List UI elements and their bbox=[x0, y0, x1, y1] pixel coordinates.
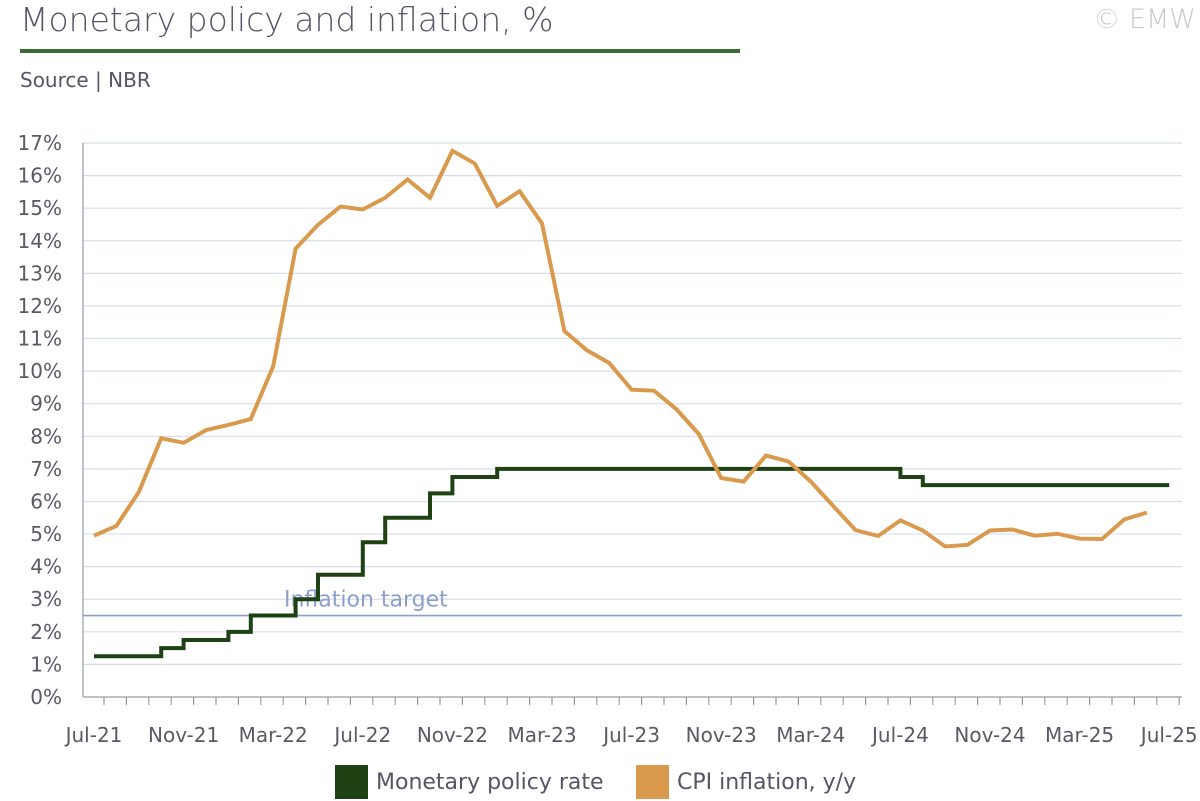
x-tick-label: Jul-22 bbox=[332, 723, 391, 747]
y-tick-label: 12% bbox=[18, 294, 62, 318]
y-tick-label: 7% bbox=[30, 457, 62, 481]
legend: Monetary policy rate CPI inflation, y/y bbox=[0, 765, 1200, 801]
axis-layer: 0% 1% 2% 3% 4% 5% 6% 7% 8% 9% 10% 11% 12% 13% 14% 15% 16… bbox=[18, 131, 1198, 747]
y-tick-label: 1% bbox=[30, 652, 62, 676]
x-tick-label: Mar-23 bbox=[507, 723, 576, 747]
y-tick-label: 16% bbox=[18, 164, 62, 188]
y-tick-label: 9% bbox=[30, 392, 62, 416]
x-tick-label: Jul-23 bbox=[601, 723, 660, 747]
x-tick-label: Mar-22 bbox=[239, 723, 308, 747]
legend-swatch-policy-rate bbox=[335, 765, 368, 799]
legend-label-cpi: CPI inflation, y/y bbox=[677, 769, 857, 795]
y-tick-label: 14% bbox=[18, 229, 62, 253]
y-tick-label: 13% bbox=[18, 261, 62, 285]
x-tick-label: Jul-24 bbox=[870, 723, 929, 747]
y-tick-label: 15% bbox=[18, 196, 62, 220]
legend-label-policy-rate: Monetary policy rate bbox=[376, 769, 604, 795]
x-tick-label: Nov-22 bbox=[417, 723, 488, 747]
series-layer bbox=[93, 148, 1170, 659]
x-tick-label: Nov-21 bbox=[148, 723, 219, 747]
title-underline bbox=[20, 49, 740, 53]
y-tick-label: 6% bbox=[30, 489, 62, 513]
legend-item-cpi: CPI inflation, y/y bbox=[636, 765, 856, 799]
y-tick-label: 10% bbox=[18, 359, 62, 383]
y-tick-label: 17% bbox=[18, 131, 62, 155]
grid-layer bbox=[83, 142, 1182, 666]
copyright-label: © EMW bbox=[1093, 4, 1196, 35]
inflation-target-layer: Inflation target bbox=[83, 588, 1182, 617]
y-tick-label: 5% bbox=[30, 522, 62, 546]
x-tick-label: Nov-24 bbox=[954, 723, 1025, 747]
x-tick-label: Jul-21 bbox=[64, 723, 123, 747]
y-tick-label: 0% bbox=[30, 685, 62, 709]
x-tick-label: Mar-25 bbox=[1045, 723, 1114, 747]
cpi-line bbox=[93, 148, 1148, 549]
x-tick-label: Jul-25 bbox=[1139, 723, 1198, 747]
y-tick-label: 8% bbox=[30, 424, 62, 448]
policy-rate-line bbox=[94, 466, 1170, 659]
legend-swatch-cpi bbox=[636, 765, 669, 799]
y-tick-label: 11% bbox=[18, 327, 62, 351]
y-tick-label: 2% bbox=[30, 620, 62, 644]
y-tick-label: 4% bbox=[30, 555, 62, 579]
legend-item-policy-rate: Monetary policy rate bbox=[335, 765, 604, 799]
y-tick-label: 3% bbox=[30, 587, 62, 611]
source-label: Source | NBR bbox=[20, 68, 151, 92]
x-tick-label: Mar-24 bbox=[776, 723, 845, 747]
x-tick-label: Nov-23 bbox=[686, 723, 757, 747]
chart-title: Monetary policy and inflation, % bbox=[20, 0, 554, 39]
